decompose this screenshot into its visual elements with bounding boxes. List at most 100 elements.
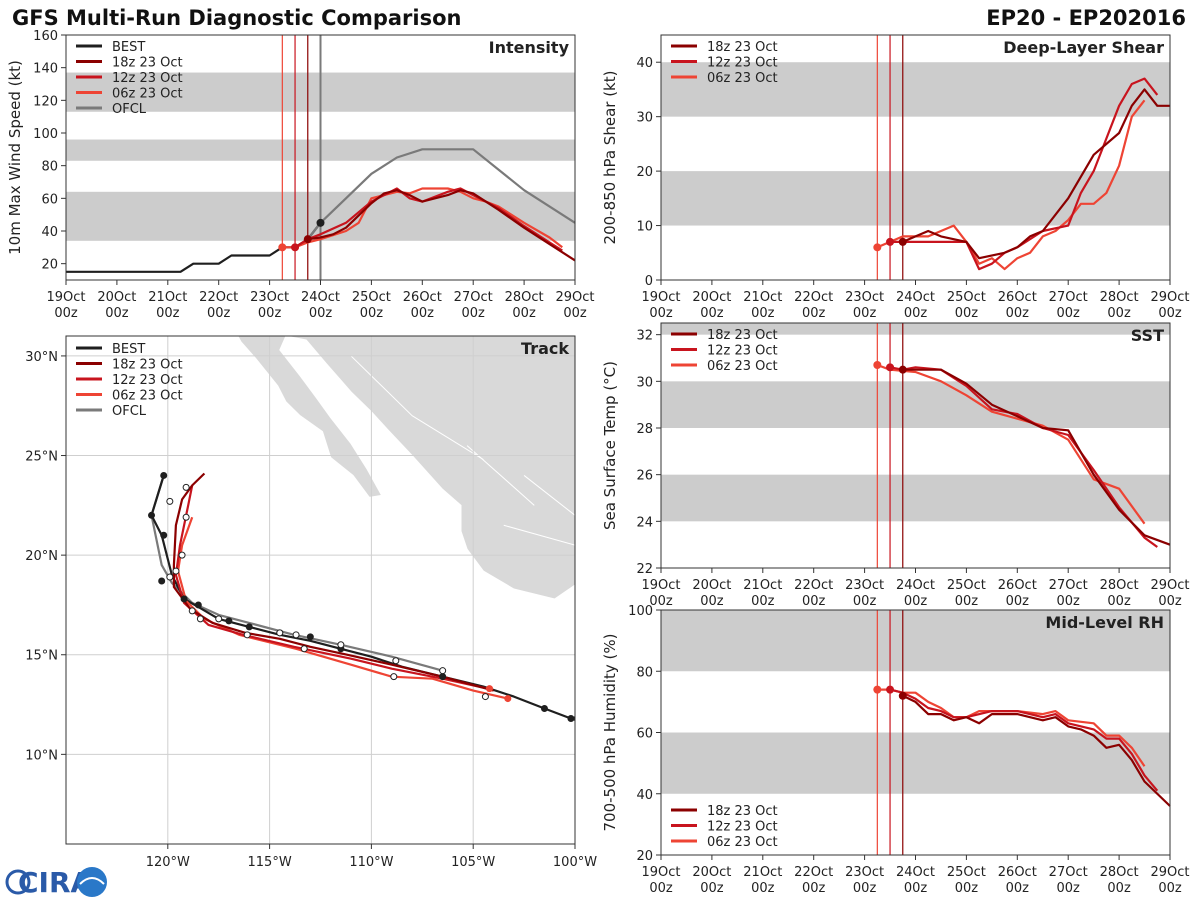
rh-xtick-sub: 00z bbox=[1158, 881, 1182, 896]
track-legend-label: 06z 23 Oct bbox=[112, 389, 183, 404]
sst-xtick-label: 19Oct bbox=[641, 578, 680, 593]
track-forecast-point bbox=[276, 629, 284, 637]
track-xtick-label: 100°W bbox=[553, 855, 597, 870]
track-forecast-point bbox=[182, 483, 190, 491]
sst-marker-r12 bbox=[886, 363, 895, 372]
intensity-series-r06 bbox=[282, 187, 563, 249]
rh-xtick-sub: 00z bbox=[904, 881, 928, 896]
track-landmass bbox=[237, 336, 575, 600]
shear-xtick-sub: 00z bbox=[955, 306, 979, 321]
sst-series-r12 bbox=[889, 366, 1158, 548]
rh-xtick-label: 29Oct bbox=[1150, 865, 1189, 880]
intensity-ytick-label: 60 bbox=[41, 192, 58, 207]
sst-xtick-label: 25Oct bbox=[947, 578, 986, 593]
track-state-border-3 bbox=[503, 524, 575, 546]
shear-marker-r12 bbox=[886, 237, 895, 246]
track-ytick-label: 25°N bbox=[25, 450, 58, 465]
intensity-xtick-sub: 00z bbox=[105, 306, 129, 321]
track-point-best bbox=[540, 705, 548, 713]
sst-xtick-sub: 00z bbox=[1057, 594, 1081, 609]
sst-ytick-label: 28 bbox=[636, 422, 653, 437]
intensity-xtick-label: 24Oct bbox=[301, 290, 340, 305]
intensity-xtick-label: 19Oct bbox=[46, 290, 85, 305]
intensity-xtick-sub: 00z bbox=[360, 306, 384, 321]
sst-ytick-label: 32 bbox=[636, 329, 653, 344]
track-forecast-point bbox=[439, 667, 447, 675]
sst-xtick-label: 28Oct bbox=[1100, 578, 1139, 593]
rh-xtick-sub: 00z bbox=[700, 881, 724, 896]
shear-marker-r18 bbox=[898, 237, 907, 246]
track-series-r12 bbox=[174, 485, 488, 690]
rh-band-1 bbox=[661, 610, 1170, 672]
track-point-best bbox=[439, 673, 447, 681]
track-ytick-label: 30°N bbox=[25, 350, 58, 365]
track-forecast-point bbox=[182, 513, 190, 521]
intensity-legend-label: 12z 23 Oct bbox=[112, 71, 183, 86]
shear-ytick-label: 30 bbox=[636, 111, 653, 126]
track-series-r18 bbox=[172, 472, 494, 692]
track-state-border-4 bbox=[523, 475, 575, 516]
sst-ytick-label: 24 bbox=[636, 515, 653, 530]
panel-intensity: 2040608010012014016019Oct00z20Oct00z21Oc… bbox=[6, 29, 595, 321]
sst-ytick-label: 22 bbox=[636, 562, 653, 577]
sst-xtick-sub: 00z bbox=[1107, 594, 1131, 609]
track-state-border-1 bbox=[411, 415, 484, 460]
track-forecast-point bbox=[172, 567, 180, 575]
panel-sst: 22242628303219Oct00z20Oct00z21Oct00z22Oc… bbox=[601, 322, 1190, 609]
track-point-best bbox=[306, 633, 314, 641]
panel-rh: 2040608010019Oct00z20Oct00z21Oct00z22Oct… bbox=[601, 604, 1190, 896]
intensity-xtick-sub: 00z bbox=[462, 306, 486, 321]
rh-band-0 bbox=[661, 732, 1170, 794]
sst-xtick-label: 27Oct bbox=[1049, 578, 1088, 593]
track-forecast-point bbox=[292, 631, 300, 639]
shear-xtick-sub: 00z bbox=[1006, 306, 1030, 321]
rh-xtick-label: 21Oct bbox=[743, 865, 782, 880]
intensity-xtick-sub: 00z bbox=[411, 306, 435, 321]
rh-ytick-label: 100 bbox=[628, 604, 653, 619]
intensity-xtick-label: 20Oct bbox=[97, 290, 136, 305]
intensity-legend-label: 18z 23 Oct bbox=[112, 56, 183, 71]
rh-xtick-label: 23Oct bbox=[845, 865, 884, 880]
intensity-title: Intensity bbox=[489, 38, 570, 57]
intensity-series-r18 bbox=[307, 189, 576, 262]
intensity-series-best bbox=[66, 222, 322, 273]
rh-marker-r12 bbox=[886, 685, 895, 694]
sst-band-0 bbox=[661, 474, 1170, 522]
track-forecast-point bbox=[166, 573, 174, 581]
sst-xtick-sub: 00z bbox=[904, 594, 928, 609]
shear-title: Deep-Layer Shear bbox=[1003, 38, 1164, 57]
rh-ytick-label: 40 bbox=[636, 788, 653, 803]
sst-band-2 bbox=[661, 323, 1170, 335]
shear-xtick-sub: 00z bbox=[1107, 306, 1131, 321]
shear-ytick-label: 10 bbox=[636, 220, 653, 235]
rh-xtick-sub: 00z bbox=[1057, 881, 1081, 896]
panel-shear: 01020304019Oct00z20Oct00z21Oct00z22Oct00… bbox=[601, 34, 1190, 321]
intensity-marker-r06 bbox=[278, 243, 287, 252]
shear-xtick-label: 22Oct bbox=[794, 290, 833, 305]
sst-xtick-sub: 00z bbox=[751, 594, 775, 609]
track-forecast-point bbox=[215, 615, 223, 623]
rh-series-r12 bbox=[889, 688, 1159, 792]
intensity-ylabel: 10m Max Wind Speed (kt) bbox=[6, 60, 24, 255]
track-series-ofcl bbox=[150, 475, 443, 672]
sst-xtick-label: 21Oct bbox=[743, 578, 782, 593]
track-series-r06 bbox=[176, 516, 509, 700]
rh-xtick-sub: 00z bbox=[751, 881, 775, 896]
track-forecast-point bbox=[178, 551, 186, 559]
intensity-ytick-label: 120 bbox=[33, 94, 58, 109]
shear-xtick-sub: 00z bbox=[1158, 306, 1182, 321]
intensity-xtick-label: 21Oct bbox=[148, 290, 187, 305]
shear-xtick-label: 21Oct bbox=[743, 290, 782, 305]
cira-logo: CIRA bbox=[5, 866, 107, 899]
intensity-marker-r12 bbox=[291, 243, 300, 252]
rh-xtick-sub: 00z bbox=[1006, 881, 1030, 896]
rh-ytick-label: 80 bbox=[636, 665, 653, 680]
track-ytick-label: 10°N bbox=[25, 748, 58, 763]
track-forecast-point bbox=[243, 631, 251, 639]
rh-xtick-sub: 00z bbox=[649, 881, 673, 896]
sst-legend-label: 18z 23 Oct bbox=[707, 328, 778, 343]
track-xtick-label: 105°W bbox=[451, 855, 495, 870]
shear-xtick-sub: 00z bbox=[853, 306, 877, 321]
shear-xtick-label: 27Oct bbox=[1049, 290, 1088, 305]
